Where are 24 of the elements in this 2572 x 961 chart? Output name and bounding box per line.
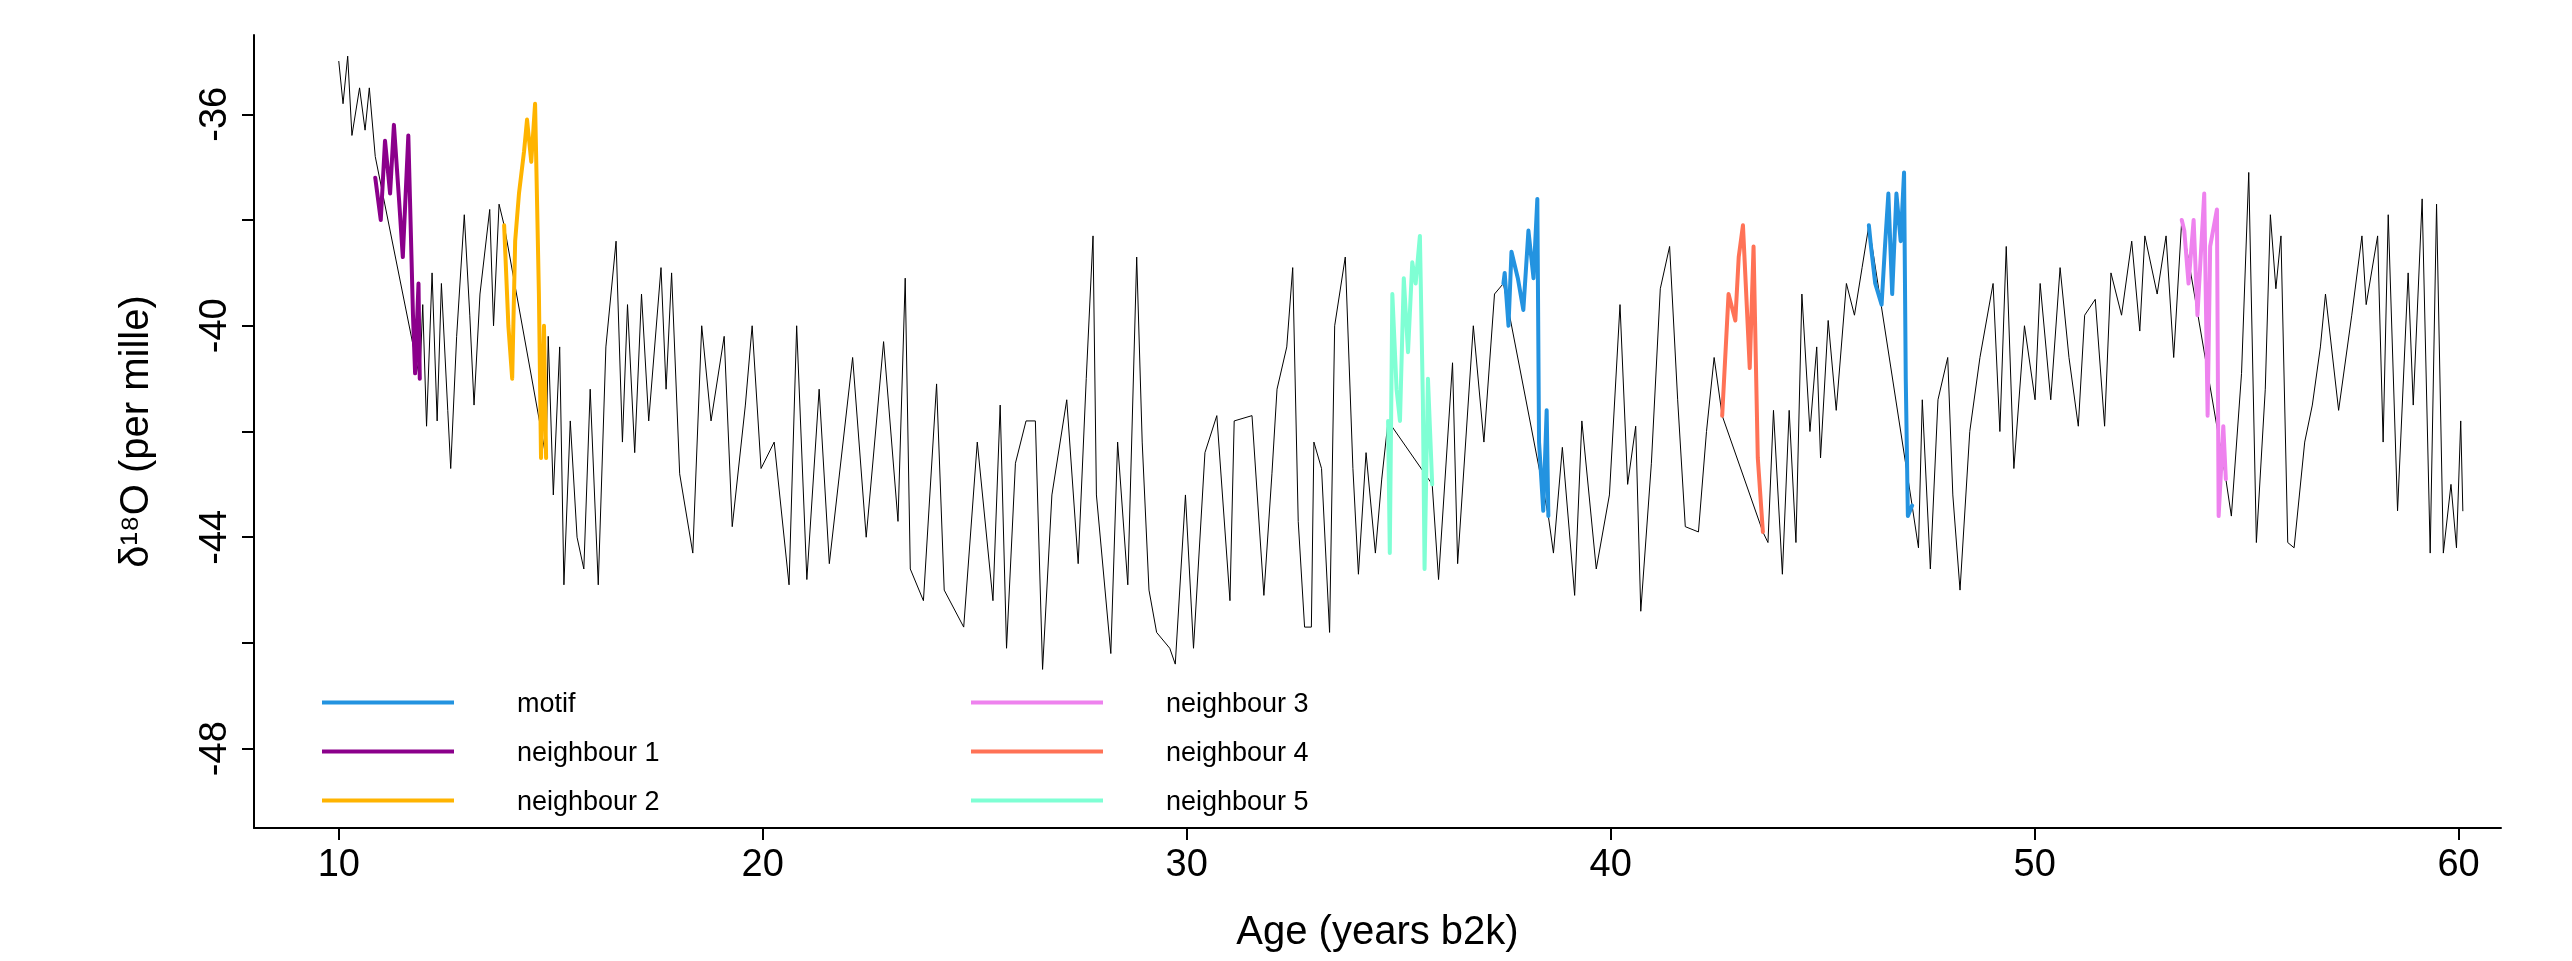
- y-tick-label: -36: [192, 86, 234, 142]
- line-series: [1386, 233, 1435, 571]
- y-tick-label: -44: [192, 509, 234, 565]
- line-series: [2179, 191, 2228, 519]
- line-series: [373, 122, 422, 381]
- legend-label: neighbour 4: [1166, 736, 1309, 767]
- x-tick-label: 20: [741, 842, 784, 884]
- legend-label: neighbour 3: [1166, 687, 1309, 718]
- x-tick-label: 40: [1589, 842, 1632, 884]
- x-tick-label: 60: [2437, 842, 2480, 884]
- x-tick-label: 30: [1165, 842, 1208, 884]
- y-axis-title: δ¹⁸O (per mille): [112, 295, 156, 568]
- line-series: [338, 55, 2464, 670]
- line-series: [502, 101, 549, 460]
- line-series: [1720, 223, 1765, 534]
- x-tick-label: 50: [2013, 842, 2056, 884]
- legend-label: neighbour 5: [1166, 785, 1309, 816]
- legend-label: neighbour 2: [517, 785, 660, 816]
- y-tick-label: -40: [192, 298, 234, 354]
- x-tick-label: 10: [317, 842, 360, 884]
- y-tick-label: -48: [192, 721, 234, 777]
- legend-label: neighbour 1: [517, 736, 660, 767]
- x-axis-title: Age (years b2k): [1236, 908, 1519, 952]
- legend-label: motif: [517, 687, 577, 718]
